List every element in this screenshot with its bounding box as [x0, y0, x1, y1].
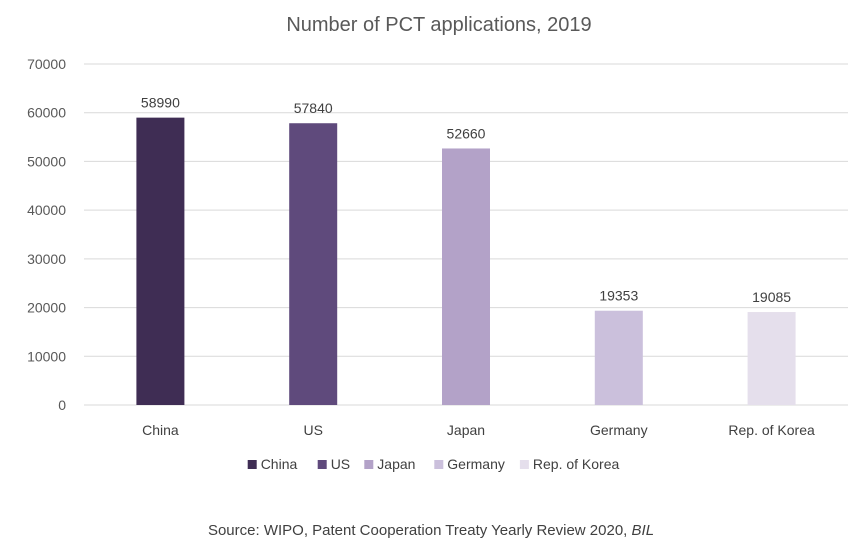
- y-tick-label: 0: [58, 397, 66, 413]
- legend-label: US: [331, 456, 350, 472]
- data-label: 19353: [599, 288, 638, 304]
- bar-rep-of-korea: [747, 312, 796, 405]
- legend-label: Rep. of Korea: [533, 456, 620, 472]
- legend: China US Japan Germany Rep. of Korea: [247, 456, 620, 472]
- y-tick-label: 70000: [27, 56, 66, 72]
- bar-japan: [442, 148, 490, 405]
- source-italic: BIL: [631, 522, 655, 539]
- data-labels: 58990 57840 52660 19353 19085: [141, 95, 791, 305]
- legend-swatch: [364, 460, 374, 469]
- x-tick-label: China: [142, 422, 179, 438]
- legend-swatch: [317, 460, 327, 469]
- legend-swatch: [519, 460, 529, 469]
- y-axis: 0 10000 20000 30000 40000 50000 60000 70000: [27, 56, 66, 413]
- legend-swatch: [434, 460, 444, 469]
- chart-title: Number of PCT applications, 2019: [286, 14, 591, 36]
- legend-swatch: [247, 460, 257, 469]
- x-axis: China US Japan Germany Rep. of Korea: [142, 422, 815, 438]
- y-tick-label: 30000: [27, 251, 66, 267]
- data-label: 57840: [294, 100, 333, 116]
- y-tick-label: 10000: [27, 348, 66, 364]
- bar-us: [289, 123, 338, 405]
- y-tick-label: 50000: [27, 153, 66, 169]
- data-label: 19085: [752, 289, 791, 305]
- data-label: 52660: [447, 125, 486, 141]
- legend-label: Germany: [447, 456, 505, 472]
- bars: [136, 117, 796, 405]
- data-label: 58990: [141, 95, 180, 111]
- x-tick-label: US: [303, 422, 322, 438]
- source-text: Source: WIPO, Patent Cooperation Treaty …: [207, 522, 632, 539]
- x-tick-label: Japan: [447, 422, 485, 438]
- y-tick-label: 60000: [27, 105, 66, 121]
- source-note: Source: WIPO, Patent Cooperation Treaty …: [0, 522, 862, 539]
- legend-label: China: [261, 456, 298, 472]
- legend-label: Japan: [377, 456, 415, 472]
- bar-germany: [594, 310, 643, 405]
- y-tick-label: 20000: [27, 300, 66, 316]
- y-tick-label: 40000: [27, 202, 66, 218]
- x-tick-label: Rep. of Korea: [728, 422, 815, 438]
- bar-china: [136, 117, 185, 405]
- x-tick-label: Germany: [590, 422, 648, 438]
